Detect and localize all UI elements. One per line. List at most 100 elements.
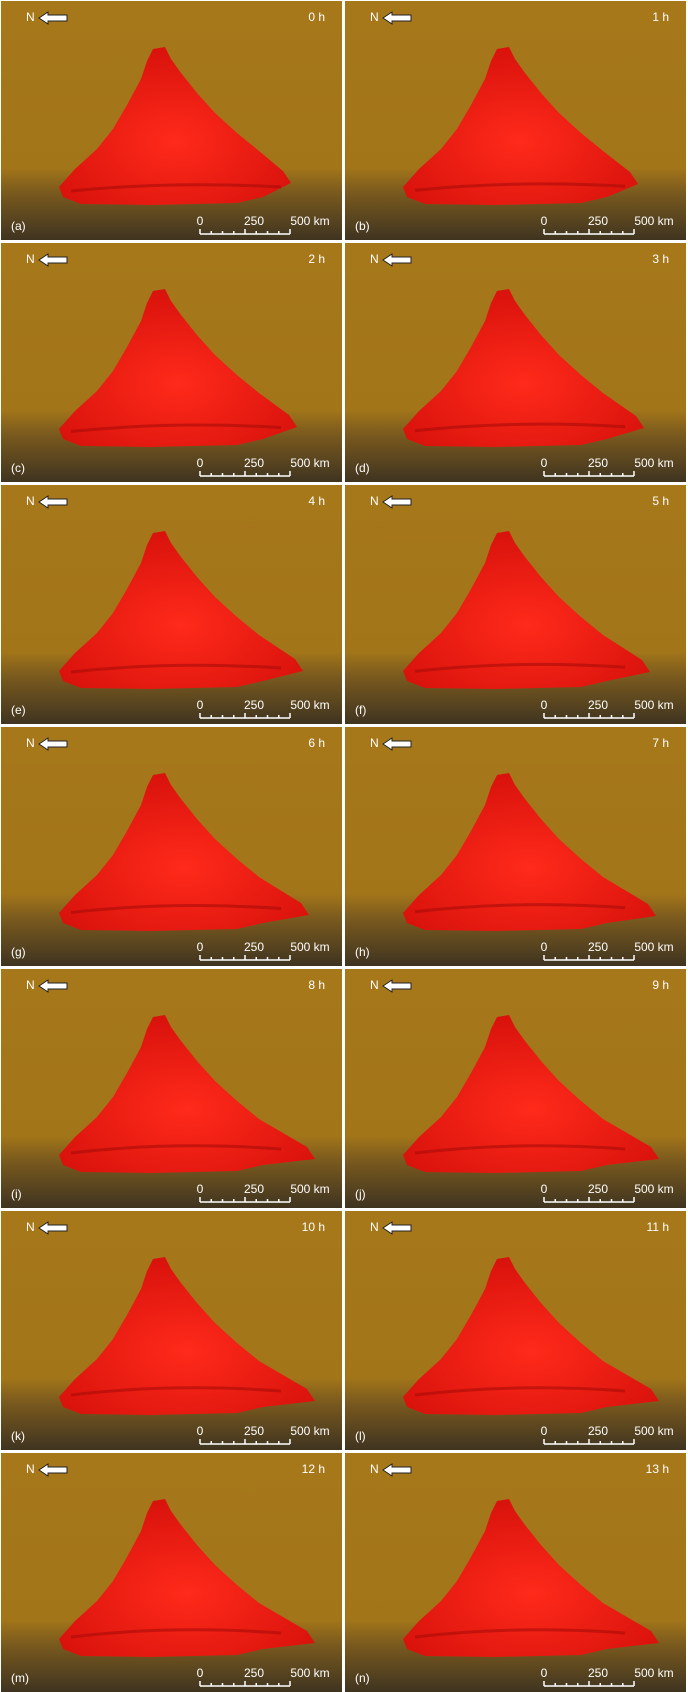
- north-arrow: [382, 1221, 412, 1235]
- panel: N 1 h (b) 0 250 500 km: [345, 1, 686, 240]
- north-label: N: [370, 494, 379, 508]
- scale-label: 0: [197, 1182, 204, 1196]
- time-label: 6 h: [308, 736, 325, 750]
- plume-shape: [403, 773, 656, 931]
- time-label: 0 h: [308, 10, 325, 24]
- north-label: N: [26, 10, 35, 24]
- panel: N 6 h (g) 0 250 500 km: [1, 727, 342, 966]
- north-arrow: [38, 737, 68, 751]
- panel-label: (f): [355, 703, 366, 717]
- scale-label: 0: [541, 1666, 548, 1680]
- panel: N 2 h (c) 0 250 500 km: [1, 243, 342, 482]
- panel-label: (n): [355, 1671, 370, 1685]
- panel-label: (d): [355, 461, 370, 475]
- time-label: 10 h: [302, 1220, 325, 1234]
- north-label: N: [370, 736, 379, 750]
- plume-shading: [414, 903, 626, 914]
- panel-label: (g): [11, 945, 26, 959]
- time-label: 2 h: [308, 252, 325, 266]
- scale-label: 500 km: [290, 456, 329, 470]
- north-arrow: [382, 1463, 412, 1477]
- north-arrow: [382, 495, 412, 509]
- scale-label: 500 km: [290, 1182, 329, 1196]
- plume-shading: [414, 182, 626, 192]
- plume-shape: [59, 1015, 315, 1173]
- panel: N 5 h (f) 0 250 500 km: [345, 485, 686, 724]
- north-label: N: [26, 252, 35, 266]
- plume-shading: [70, 1628, 282, 1639]
- scale-label: 0: [197, 214, 204, 228]
- time-label: 7 h: [652, 736, 669, 750]
- scale-label: 250: [588, 940, 608, 954]
- scale-label: 250: [244, 214, 264, 228]
- plume-shading: [414, 1144, 626, 1155]
- scale-label: 0: [197, 1424, 204, 1438]
- panel: N 3 h (d) 0 250 500 km: [345, 243, 686, 482]
- scale-label: 0: [541, 1182, 548, 1196]
- panel-label: (l): [355, 1429, 366, 1443]
- north-label: N: [26, 1220, 35, 1234]
- panel: N 13 h (n) 0 250 500 km: [345, 1453, 686, 1692]
- plume-shape: [403, 1257, 659, 1415]
- time-label: 5 h: [652, 494, 669, 508]
- panel: N 8 h (i) 0 250 500 km: [1, 969, 342, 1208]
- scale-label: 500 km: [634, 940, 673, 954]
- plume-shading: [70, 423, 282, 433]
- north-arrow: [38, 253, 68, 267]
- scale-label: 250: [588, 1424, 608, 1438]
- north-label: N: [26, 978, 35, 992]
- plume-shape: [403, 531, 650, 689]
- scale-label: 0: [541, 456, 548, 470]
- plume-shading: [70, 1386, 282, 1397]
- scale-label: 0: [541, 940, 548, 954]
- scale-label: 0: [197, 456, 204, 470]
- scale-label: 250: [244, 940, 264, 954]
- panel-label: (h): [355, 945, 370, 959]
- plume-shape: [59, 1257, 315, 1415]
- north-arrow: [38, 979, 68, 993]
- time-label: 4 h: [308, 494, 325, 508]
- scale-label: 0: [197, 940, 204, 954]
- north-arrow: [38, 1221, 68, 1235]
- scale-label: 500 km: [634, 1182, 673, 1196]
- panel-label: (c): [11, 461, 25, 475]
- plume-shape: [403, 1015, 659, 1173]
- panel: N 11 h (l) 0 250 500 km: [345, 1211, 686, 1450]
- scale-label: 500 km: [290, 698, 329, 712]
- scale-label: 250: [244, 1182, 264, 1196]
- plume-shape: [59, 1499, 315, 1657]
- panel-label: (m): [11, 1671, 29, 1685]
- scale-label: 250: [588, 1666, 608, 1680]
- scale-label: 500 km: [290, 214, 329, 228]
- time-label: 11 h: [647, 1220, 669, 1234]
- panel: N 0 h (a) 0 250 500 km: [1, 1, 342, 240]
- scale-label: 250: [588, 456, 608, 470]
- scale-label: 500 km: [634, 1666, 673, 1680]
- scale-label: 0: [541, 1424, 548, 1438]
- panel: N 9 h (j) 0 250 500 km: [345, 969, 686, 1208]
- scale-label: 0: [197, 698, 204, 712]
- scale-label: 250: [588, 214, 608, 228]
- panel-label: (i): [11, 1187, 22, 1201]
- scale-label: 0: [197, 1666, 204, 1680]
- panel: N 12 h (m) 0 250 500 km: [1, 1453, 342, 1692]
- plume-shading: [414, 1386, 626, 1397]
- scale-label: 250: [588, 1182, 608, 1196]
- plume-shading: [70, 904, 282, 914]
- panel-label: (b): [355, 219, 370, 233]
- scale-label: 250: [244, 1424, 264, 1438]
- north-arrow: [382, 253, 412, 267]
- plume-shape: [403, 47, 638, 205]
- north-label: N: [370, 1462, 379, 1476]
- time-label: 12 h: [302, 1462, 325, 1476]
- north-arrow: [38, 495, 68, 509]
- time-label: 3 h: [652, 252, 669, 266]
- north-label: N: [370, 252, 379, 266]
- plume-shading: [70, 1144, 282, 1155]
- plume-shading: [414, 662, 626, 673]
- time-label: 8 h: [308, 978, 325, 992]
- north-arrow: [38, 11, 68, 25]
- plume-shading: [414, 422, 626, 433]
- scale-label: 0: [541, 698, 548, 712]
